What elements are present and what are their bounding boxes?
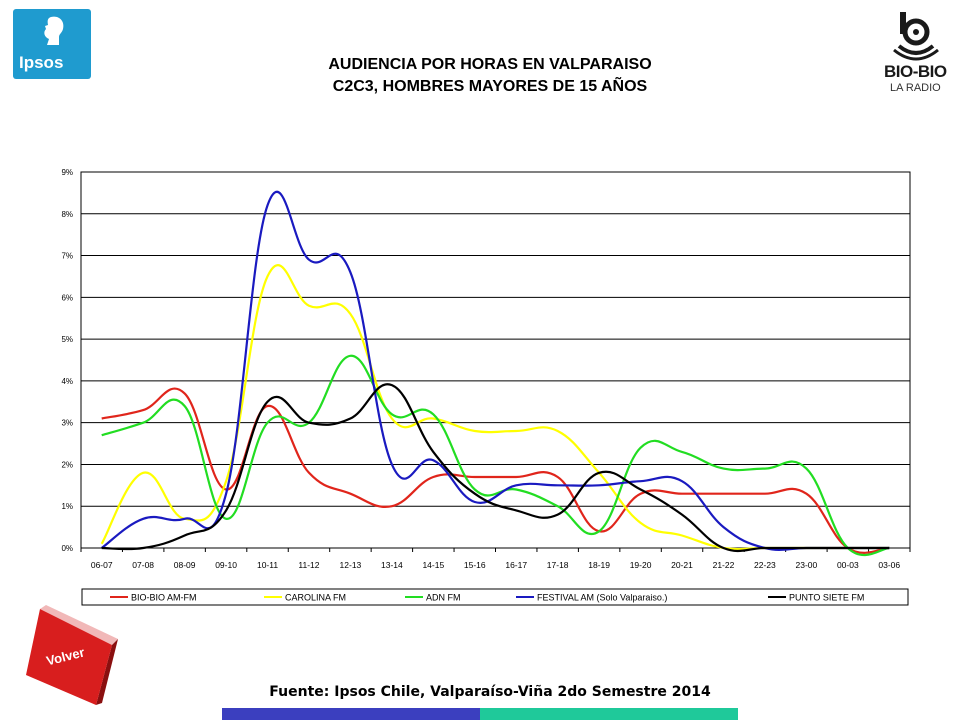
y-tick-label: 4%: [61, 377, 73, 386]
x-tick-label: 16-17: [505, 560, 527, 570]
footer-bar-blue: [222, 708, 480, 720]
x-tick-label: 14-15: [422, 560, 444, 570]
series-line-3: [101, 190, 890, 551]
x-tick-label: 12-13: [340, 560, 362, 570]
x-tick-label: 00-03: [837, 560, 859, 570]
x-tick-label: 08-09: [174, 560, 196, 570]
series-line-4: [101, 383, 890, 553]
x-tick-label: 17-18: [547, 560, 569, 570]
x-tick-label: 13-14: [381, 560, 403, 570]
x-tick-label: 20-21: [671, 560, 693, 570]
x-tick-label: 18-19: [588, 560, 610, 570]
y-tick-label: 2%: [61, 460, 73, 469]
ipsos-logo-text: Ipsos: [19, 53, 64, 72]
y-tick-label: 6%: [61, 293, 73, 302]
x-tick-label: 21-22: [713, 560, 735, 570]
x-tick-label: 23-00: [796, 560, 818, 570]
biobio-logo-subtext: LA RADIO: [890, 82, 941, 94]
legend-label-0: BIO-BIO AM-FM: [131, 593, 197, 603]
legend-label-4: PUNTO SIETE FM: [789, 593, 864, 603]
profile-face-icon: [44, 16, 64, 45]
biobio-logo-text: BIO-BIO: [884, 62, 947, 81]
x-tick-label: 15-16: [464, 560, 486, 570]
x-tick-label: 22-23: [754, 560, 776, 570]
x-tick-label: 11-12: [298, 560, 319, 570]
chart-subtitle: C2C3, HOMBRES MAYORES DE 15 AÑOS: [332, 78, 648, 95]
series-line-0: [101, 387, 890, 554]
chart-title: AUDIENCIA POR HORAS EN VALPARAISO: [328, 56, 652, 73]
plot-area: [80, 171, 911, 549]
y-tick-label: 3%: [61, 419, 73, 428]
volver-shape-icon: [26, 605, 118, 705]
source-caption: Fuente: Ipsos Chile, Valparaíso-Viña 2do…: [269, 684, 711, 700]
biobio-logo: BIO-BIO LA RADIO: [880, 6, 952, 100]
y-tick-label: 7%: [61, 252, 73, 261]
y-tick-label: 0%: [61, 544, 73, 553]
ipsos-logo: Ipsos: [13, 9, 91, 79]
legend-label-1: CAROLINA FM: [285, 593, 346, 603]
x-tick-label: 19-20: [630, 560, 652, 570]
y-tick-label: 9%: [61, 168, 73, 177]
legend-label-2: ADN FM: [426, 593, 461, 603]
volver-button[interactable]: Volver: [26, 605, 118, 705]
series-line-2: [101, 354, 890, 557]
y-tick-label: 5%: [61, 335, 73, 344]
x-tick-label: 06-07: [91, 560, 113, 570]
series-line-1: [100, 264, 890, 551]
radio-signal-icon: [893, 12, 939, 61]
y-tick-label: 8%: [61, 210, 73, 219]
legend-box: [81, 588, 909, 606]
legend-label-3: FESTIVAL AM (Solo Valparaiso.): [537, 593, 667, 603]
x-tick-label: 10-11: [257, 560, 278, 570]
x-tick-label: 07-08: [132, 560, 154, 570]
y-tick-label: 1%: [61, 502, 73, 511]
footer-bar-green: [480, 708, 738, 720]
x-tick-label: 03-06: [878, 560, 900, 570]
x-tick-label: 09-10: [215, 560, 237, 570]
